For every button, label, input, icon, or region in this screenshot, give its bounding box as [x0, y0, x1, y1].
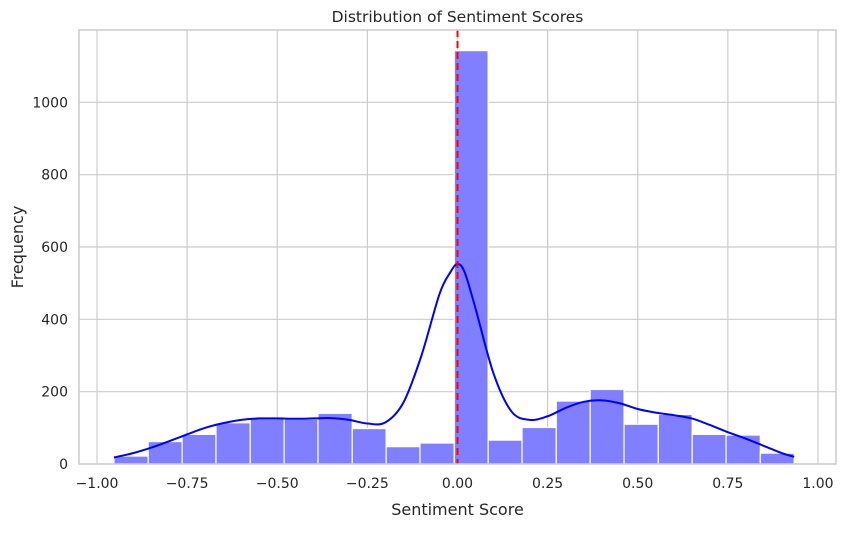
histogram-bar [623, 423, 659, 465]
x-tick-label: −0.25 [346, 476, 389, 492]
histogram-bar [215, 422, 251, 465]
histogram-bar [249, 418, 285, 465]
x-tick-label: −1.00 [76, 476, 119, 492]
x-tick-labels: −1.00 −0.75 −0.50 −0.25 0.00 0.25 0.50 0.75 1.00 [76, 476, 834, 492]
histogram-bar [283, 418, 319, 465]
y-axis-label: Frequency [8, 206, 27, 289]
histogram-bar [725, 434, 761, 465]
histogram-bar [691, 433, 727, 465]
histogram-bar [147, 440, 183, 465]
bars-layer [113, 50, 795, 465]
histogram-bar [453, 50, 489, 465]
histogram-bar [385, 446, 421, 465]
histogram-bar [181, 433, 217, 465]
histogram-bar [351, 427, 387, 465]
x-tick-label: 0.25 [532, 476, 563, 492]
y-tick-label: 1000 [32, 95, 68, 111]
x-tick-label: 0.00 [442, 476, 473, 492]
y-tick-label: 800 [41, 168, 68, 184]
histogram-bar [419, 442, 455, 465]
y-tick-label: 200 [41, 385, 68, 401]
histogram-bar [487, 439, 523, 465]
histogram-bar [317, 412, 353, 465]
plot-frame [78, 29, 837, 465]
x-tick-label: 0.50 [622, 476, 653, 492]
x-tick-label: 1.00 [802, 476, 833, 492]
histogram-bar [521, 426, 557, 465]
y-tick-label: 400 [41, 312, 68, 328]
y-tick-labels: 0 200 400 600 800 1000 [32, 95, 68, 473]
x-tick-label: −0.50 [256, 476, 299, 492]
x-tick-label: −0.75 [166, 476, 209, 492]
y-tick-label: 600 [41, 240, 68, 256]
histogram-bar [657, 413, 693, 465]
x-tick-label: 0.75 [712, 476, 743, 492]
chart-title: Distribution of Sentiment Scores [332, 8, 584, 26]
y-tick-label: 0 [59, 457, 68, 473]
x-axis-label: Sentiment Score [391, 500, 524, 519]
